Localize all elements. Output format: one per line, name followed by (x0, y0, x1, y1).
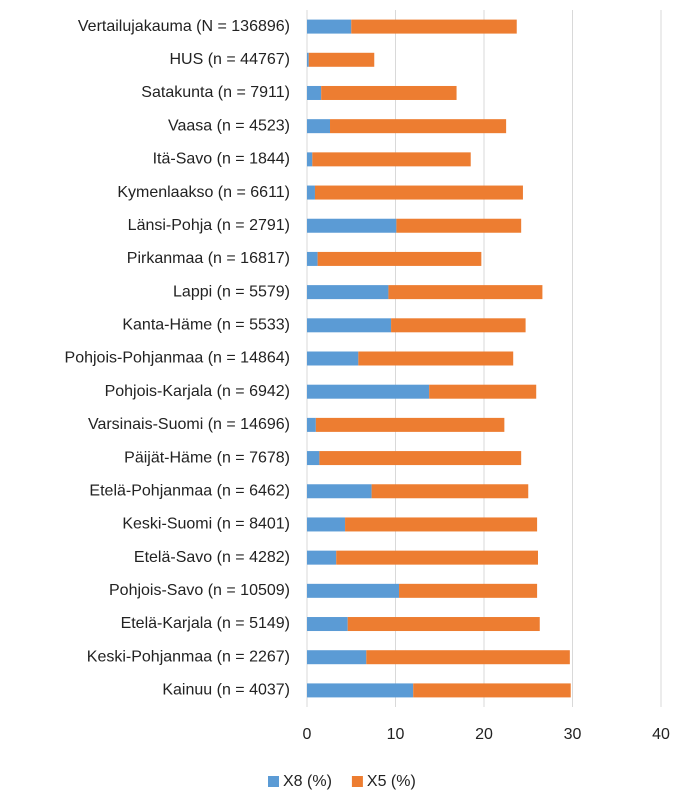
bar-segment (307, 285, 389, 300)
y-tick-label: Pirkanmaa (n = 16817) (127, 250, 290, 267)
bar-segment (351, 19, 517, 34)
bar-segment (307, 251, 318, 266)
bar-segment (307, 583, 400, 598)
x-tick-label: 0 (303, 726, 312, 743)
bar-segment (307, 517, 346, 532)
y-tick-label: Etelä-Pohjanmaa (n = 6462) (89, 482, 290, 499)
bar-segment (396, 218, 522, 233)
bar-segment (317, 251, 482, 266)
legend-label: X8 (%) (283, 773, 332, 790)
bar-segment (307, 417, 316, 432)
legend-label: X5 (%) (367, 773, 416, 790)
legend-swatch (351, 776, 363, 787)
x-tick-label: 40 (652, 726, 670, 743)
bar-segment (307, 683, 414, 698)
x-tick-label: 20 (475, 726, 493, 743)
y-tick-label: Vertailujakauma (N = 136896) (78, 18, 290, 35)
bar-segment (307, 451, 320, 466)
bar-segment (347, 617, 540, 632)
y-tick-label: Varsinais-Suomi (n = 14696) (88, 416, 290, 433)
y-tick-label: HUS (n = 44767) (169, 51, 290, 68)
bar-segment (307, 484, 372, 499)
x-tick-label: 30 (564, 726, 582, 743)
bar-segment (399, 583, 538, 598)
y-tick-label: Keski-Pohjanmaa (n = 2267) (87, 648, 290, 665)
bar-segment (358, 351, 514, 366)
bar-segment (307, 119, 331, 134)
bar-segment (314, 185, 523, 200)
bar-segment (307, 318, 392, 333)
bar-segment (307, 52, 309, 67)
y-tick-label: Lappi (n = 5579) (173, 283, 290, 300)
bar-segment (312, 152, 471, 167)
bar-segment (307, 384, 430, 399)
y-tick-label: Keski-Suomi (n = 8401) (122, 516, 290, 533)
y-tick-label: Päijät-Häme (n = 7678) (124, 449, 290, 466)
y-tick-label: Pohjois-Karjala (n = 6942) (105, 383, 290, 400)
bar-segment (371, 484, 529, 499)
y-tick-label: Pohjois-Savo (n = 10509) (109, 582, 290, 599)
bar-segment (308, 52, 375, 67)
x-tick-label: 10 (387, 726, 405, 743)
bar-segment (307, 218, 397, 233)
y-tick-label: Kainuu (n = 4037) (162, 682, 290, 699)
y-tick-label: Itä-Savo (n = 1844) (153, 151, 290, 168)
bar-segment (319, 451, 522, 466)
legend-swatch (268, 776, 279, 787)
bar-segment (307, 650, 367, 665)
bar-segment (336, 550, 538, 565)
y-tick-label: Pohjois-Pohjanmaa (n = 14864) (65, 350, 290, 367)
bar-segment (330, 119, 507, 134)
bar-segment (307, 550, 337, 565)
bar-segment (345, 517, 538, 532)
bar-segment (429, 384, 537, 399)
y-tick-label: Kymenlaakso (n = 6611) (117, 184, 290, 201)
y-tick-label: Satakunta (n = 7911) (141, 84, 290, 101)
bar-segment (388, 285, 543, 300)
bar-segment (413, 683, 571, 698)
bar-segment (307, 351, 359, 366)
bar-segment (366, 650, 570, 665)
bar-segment (307, 152, 313, 167)
bar-segment (307, 85, 322, 100)
bar-segment (391, 318, 526, 333)
y-tick-label: Etelä-Savo (n = 4282) (134, 549, 290, 566)
bar-segment (307, 19, 352, 34)
y-tick-label: Vaasa (n = 4523) (168, 117, 290, 134)
y-tick-label: Etelä-Karjala (n = 5149) (121, 615, 290, 632)
bar-segment (315, 417, 505, 432)
bar-segment (307, 185, 315, 200)
bar-segment (321, 85, 457, 100)
y-tick-label: Kanta-Häme (n = 5533) (122, 317, 290, 334)
bar-segment (307, 617, 348, 632)
y-tick-label: Länsi-Pohja (n = 2791) (128, 217, 290, 234)
